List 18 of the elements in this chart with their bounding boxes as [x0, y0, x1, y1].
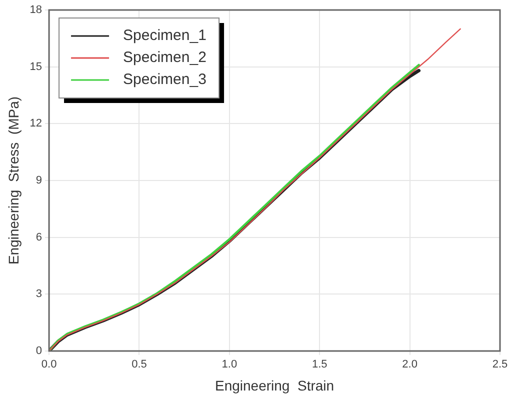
x-tick-label: 2.5	[492, 358, 508, 371]
x-tick-label: 2.0	[402, 358, 418, 371]
x-tick-label: 0.0	[41, 358, 57, 371]
y-tick-label: 0	[36, 345, 42, 358]
x-tick-label: 0.5	[132, 358, 147, 371]
y-tick-label: 6	[36, 231, 42, 244]
y-tick-label: 12	[30, 118, 42, 130]
legend-label: Specimen_1	[123, 27, 206, 44]
x-axis-title: Engineering Strain	[214, 377, 334, 394]
legend-label: Specimen_2	[123, 49, 206, 66]
y-tick-label: 15	[30, 60, 42, 73]
x-tick-label: 1.5	[312, 358, 328, 371]
y-tick-label: 18	[30, 4, 42, 16]
legend-label: Specimen_3	[123, 71, 206, 88]
y-axis-title: Engineering Stress (MPa)	[5, 96, 22, 265]
y-tick-label: 3	[36, 288, 42, 300]
x-tick-label: 1.0	[222, 358, 238, 371]
y-tick-label: 9	[36, 174, 42, 187]
